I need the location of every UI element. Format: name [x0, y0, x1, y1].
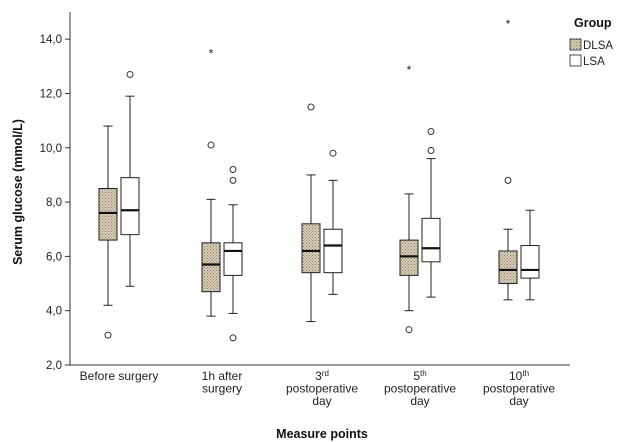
box-dlsa-4: * — [399, 63, 419, 334]
y-axis-title: Serum glucose (mmol/L) — [11, 119, 25, 265]
outlier-point — [229, 165, 237, 173]
extreme-point: * — [209, 47, 214, 61]
y-tick-label: 4,0 — [46, 306, 62, 318]
legend-label-dlsa: DLSA — [583, 40, 613, 52]
x-category-label-line: Before surgery — [80, 369, 159, 383]
box-iqr — [520, 245, 540, 279]
box-dlsa-3 — [301, 103, 321, 323]
y-tick-label: 12,0 — [40, 88, 62, 100]
box-iqr — [98, 188, 118, 241]
y-tick-label: 6,0 — [46, 251, 62, 263]
outlier-point — [307, 103, 315, 111]
outlier-point — [504, 176, 512, 184]
x-category-label-line: surgery — [202, 382, 242, 396]
x-axis-title: Measure points — [276, 427, 368, 441]
x-category-label: 3rd postoperative day — [286, 369, 358, 409]
legend-swatch-dlsa — [569, 38, 582, 51]
outlier-point — [104, 331, 112, 339]
y-tick-label: 2,0 — [46, 360, 62, 372]
x-category-label-line: postoperative — [286, 382, 358, 396]
box-dlsa-1 — [98, 125, 118, 339]
box-iqr — [120, 177, 140, 236]
box-series: * * * — [98, 17, 540, 342]
box-lsa-5 — [520, 209, 540, 301]
box-iqr — [223, 242, 243, 276]
y-tick-label: 8,0 — [46, 197, 62, 209]
y-tick-label: 10,0 — [40, 143, 62, 155]
outlier-point — [329, 149, 337, 157]
extreme-point: * — [407, 63, 412, 77]
box-dlsa-2: * — [201, 47, 221, 317]
box-iqr — [498, 250, 518, 285]
y-tick-label: 14,0 — [40, 34, 62, 46]
x-category-label-superscript: rd — [322, 369, 329, 378]
x-category-label-line: postoperative — [384, 382, 456, 396]
x-category-label-line: postoperative — [483, 382, 555, 396]
legend-label-lsa: LSA — [583, 56, 605, 68]
x-category-label: 10th postoperative day — [483, 369, 555, 409]
y-axis-ticks: 2,0 4,0 6,0 8,0 10,0 12,0 14,0 — [40, 34, 70, 372]
legend-swatch-lsa — [569, 54, 582, 67]
outlier-point — [207, 141, 215, 149]
box-lsa-4 — [421, 127, 441, 298]
outlier-point — [229, 176, 237, 184]
x-category-label-line: day — [509, 394, 528, 408]
x-category-label-superscript: th — [420, 369, 427, 378]
legend: Group DLSA LSA — [569, 16, 613, 68]
x-category-label-line: day — [312, 394, 331, 408]
outlier-point — [427, 127, 435, 135]
x-category-label: 5th postoperative day — [384, 369, 456, 409]
outlier-point — [126, 70, 134, 78]
outlier-point — [229, 334, 237, 342]
legend-title: Group — [574, 16, 612, 30]
x-category-label: Before surgery — [80, 369, 159, 383]
box-lsa-2 — [223, 165, 243, 342]
x-category-label-superscript: th — [522, 369, 529, 378]
box-iqr — [421, 217, 441, 263]
x-category-label-line: day — [410, 394, 429, 408]
box-iqr — [323, 228, 343, 274]
box-iqr — [301, 223, 321, 274]
outlier-point — [405, 326, 413, 334]
plot-area — [69, 12, 570, 366]
box-lsa-1 — [120, 70, 140, 287]
box-iqr — [201, 242, 221, 293]
extreme-point: * — [506, 17, 511, 31]
x-category-label-line: 1h after — [202, 369, 243, 383]
outlier-point — [427, 146, 435, 154]
box-iqr — [399, 239, 419, 276]
box-dlsa-5: * — [498, 17, 518, 301]
x-category-label: 1h after surgery — [202, 369, 243, 396]
box-lsa-3 — [323, 149, 343, 295]
